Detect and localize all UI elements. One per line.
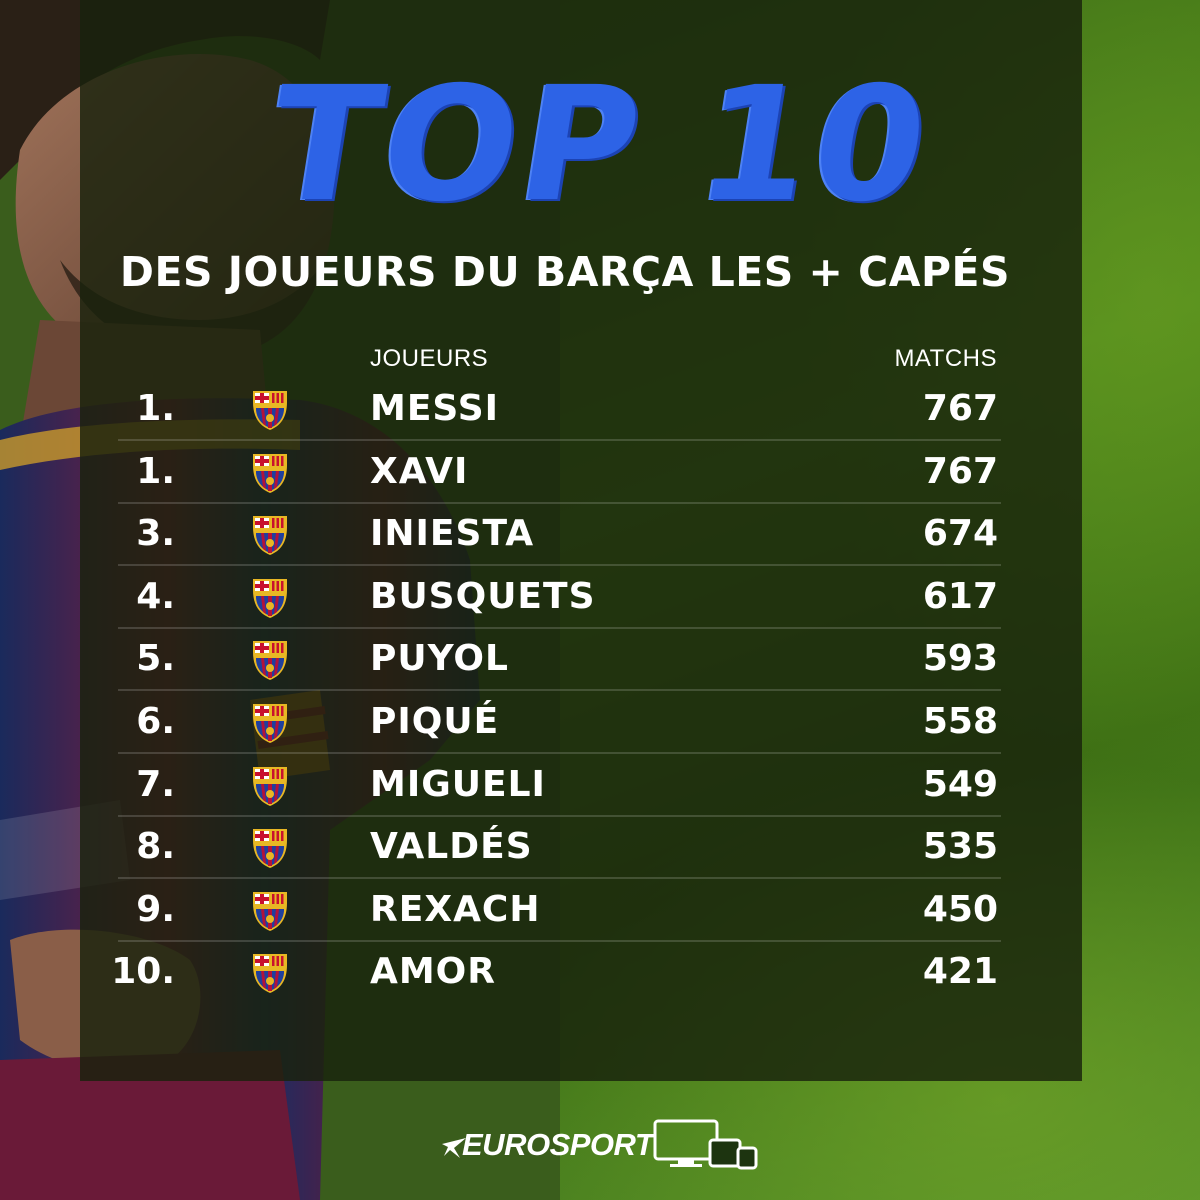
row-player-name: MESSI [370, 388, 500, 429]
row-matches: 558 [922, 701, 998, 742]
row-matches: 421 [922, 951, 998, 993]
table-row: 9. REXACH 450 [0, 880, 1200, 942]
row-divider [118, 626, 1001, 629]
column-header-matches: MATCHS [894, 345, 997, 372]
row-divider [118, 814, 1001, 817]
row-player-name: MIGUELI [370, 763, 546, 805]
row-matches: 450 [922, 888, 998, 930]
row-rank: 10. [111, 951, 175, 993]
row-player-name: PUYOL [370, 638, 509, 680]
row-rank: 6. [136, 701, 175, 742]
eurosport-star-icon [442, 1138, 466, 1158]
column-header-players: JOUEURS [370, 345, 489, 372]
row-divider [118, 877, 1001, 880]
row-player-name: PIQUÉ [370, 701, 500, 742]
subtitle: DES JOUEURS DU BARÇA LES + CAPÉS [119, 248, 1011, 296]
row-player-name: INIESTA [370, 513, 535, 555]
table-row: 1. XAVI 767 [0, 442, 1200, 504]
row-divider [118, 439, 1001, 441]
row-matches: 617 [922, 575, 998, 617]
row-divider [118, 689, 1001, 692]
row-rank: 8. [136, 826, 175, 868]
eurosport-logo: EUROSPORT [440, 1114, 770, 1170]
row-divider [118, 752, 1001, 754]
table-row: 4. BUSQUETS 617 [0, 567, 1200, 629]
table-row: 1. MESSI 767 [0, 379, 1200, 441]
table-row: 5. PUYOL 593 [0, 629, 1200, 691]
row-rank: 1. [136, 388, 175, 429]
row-player-name: AMOR [370, 951, 497, 993]
row-rank: 3. [136, 513, 175, 555]
row-player-name: BUSQUETS [370, 575, 596, 617]
row-matches: 549 [922, 763, 998, 805]
row-player-name: REXACH [370, 888, 541, 930]
row-matches: 593 [922, 638, 998, 680]
row-matches: 767 [922, 450, 998, 492]
row-divider [118, 501, 1001, 504]
row-rank: 9. [136, 888, 175, 930]
table-row: 6. PIQUÉ 558 [0, 692, 1200, 754]
table-row: 3. INIESTA 674 [0, 504, 1200, 566]
row-matches: 535 [922, 826, 998, 868]
row-divider [118, 564, 1001, 567]
title: TOP 10 [257, 53, 943, 237]
row-matches: 767 [922, 388, 998, 429]
row-rank: 1. [136, 450, 175, 492]
row-rank: 7. [136, 763, 175, 805]
table-row: 8. VALDÉS 535 [0, 817, 1200, 879]
row-matches: 674 [922, 513, 998, 555]
content-panel [80, 0, 1082, 1081]
row-player-name: VALDÉS [370, 826, 533, 868]
row-rank: 4. [136, 575, 175, 617]
row-rank: 5. [136, 638, 175, 680]
row-player-name: XAVI [370, 450, 469, 492]
row-divider [118, 939, 1001, 942]
eurosport-wordmark: EUROSPORT [462, 1127, 654, 1162]
table-row: 7. MIGUELI 549 [0, 755, 1200, 817]
table-row: 10. AMOR 421 [0, 942, 1200, 1004]
multi-device-icon [653, 1119, 758, 1170]
